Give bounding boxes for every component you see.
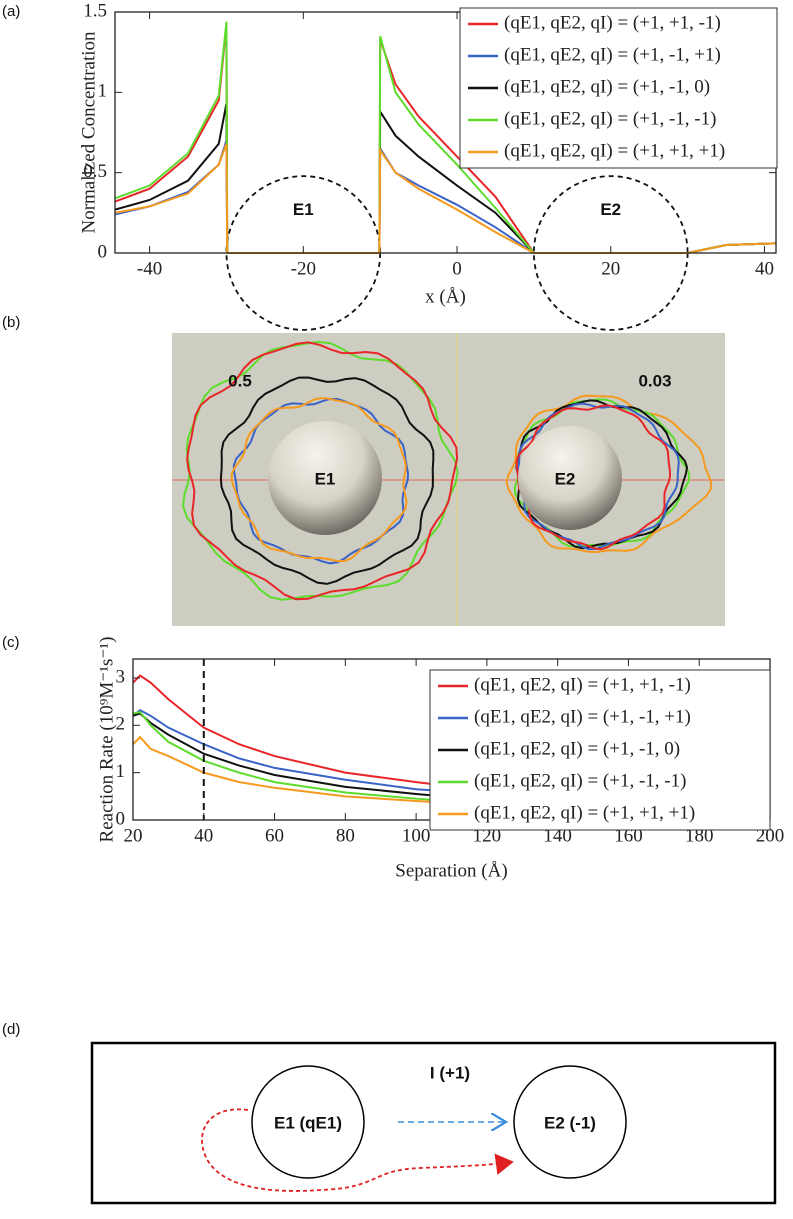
y-tick-label: 0 [98, 241, 108, 262]
y-tick-label: 1 [116, 761, 126, 782]
x-tick-label: 180 [685, 825, 714, 846]
sphere [518, 426, 622, 530]
sphere-label: E1 [315, 469, 336, 488]
legend-label: (qE1, qE2, qI) = (+1, -1, +1) [474, 706, 691, 727]
diagram-frame [90, 1041, 777, 1205]
x-tick-label: 60 [265, 825, 284, 846]
x-tick-label: 40 [194, 825, 213, 846]
legend-box [459, 7, 778, 169]
contour [219, 376, 435, 585]
x-tick-label: 40 [755, 258, 774, 279]
contour [230, 396, 408, 563]
legend-label: (qE1, qE2, qI) = (+1, +1, +1) [474, 802, 695, 823]
panel-label: (a) [2, 3, 20, 20]
panel-label: (d) [2, 1021, 20, 1038]
annotation-label: E1 [293, 200, 314, 219]
legend-label: (qE1, qE2, qI) = (+1, -1, 0) [504, 76, 710, 97]
sphere [268, 421, 382, 535]
sphere-label: E2 [555, 469, 576, 488]
x-tick-label: 0 [452, 258, 462, 279]
legend-label: (qE1, qE2, qI) = (+1, +1, -1) [474, 674, 691, 695]
contour-label: 0.5 [228, 371, 252, 390]
annotation-label: E2 [600, 200, 621, 219]
y-tick-label: 3 [116, 666, 126, 687]
x-tick-label: 160 [614, 825, 643, 846]
x-tick-label: 80 [336, 825, 355, 846]
y-axis-label: Reaction Rate (10⁹M⁻¹s⁻¹) [96, 637, 117, 843]
y-tick-label: 0 [116, 808, 126, 829]
arrow [201, 1108, 514, 1192]
x-tick-label: 20 [124, 825, 143, 846]
legend-label: (qE1, qE2, qI) = (+1, +1, -1) [504, 12, 721, 33]
x-axis-label: x (Å) [425, 286, 466, 307]
panel-label: (c) [2, 634, 20, 651]
x-axis-label: Separation (Å) [395, 860, 507, 881]
y-tick-label: 1 [98, 81, 108, 102]
x-tick-label: 140 [543, 825, 572, 846]
edge-label: I (+1) [430, 1063, 470, 1082]
contour-image: E1 E2 0.5 0.03 [172, 333, 725, 626]
node-label: E1 (qE1) [274, 1113, 342, 1132]
legend-label: (qE1, qE2, qI) = (+1, -1, +1) [504, 44, 721, 65]
contour [232, 398, 410, 565]
x-tick-label: 120 [473, 825, 502, 846]
node [251, 1065, 365, 1179]
y-tick-label: 0.5 [83, 161, 107, 182]
legend-label: (qE1, qE2, qI) = (+1, -1, -1) [474, 770, 686, 791]
node [513, 1065, 627, 1179]
node-label: E2 (-1) [544, 1113, 596, 1132]
diagram: E1 (qE1) E2 (-1) I (+1) [90, 1041, 777, 1205]
x-tick-label: -40 [137, 258, 162, 279]
x-tick-label: 20 [601, 258, 620, 279]
x-tick-label: 100 [402, 825, 431, 846]
contour-label: 0.03 [638, 371, 671, 390]
contour [186, 341, 459, 601]
legend-label: (qE1, qE2, qI) = (+1, -1, 0) [474, 738, 680, 759]
legend-label: (qE1, qE2, qI) = (+1, -1, -1) [504, 108, 716, 129]
contours [182, 340, 713, 601]
legend-box [429, 669, 771, 831]
x-tick-label: 200 [756, 825, 785, 846]
y-tick-label: 1.5 [83, 0, 107, 21]
y-tick-label: 2 [116, 714, 126, 735]
legend-label: (qE1, qE2, qI) = (+1, +1, +1) [504, 140, 725, 161]
x-tick-label: -20 [291, 258, 316, 279]
panel-label: (b) [2, 314, 20, 331]
y-axis-label: Normalized Concentration [78, 31, 99, 234]
